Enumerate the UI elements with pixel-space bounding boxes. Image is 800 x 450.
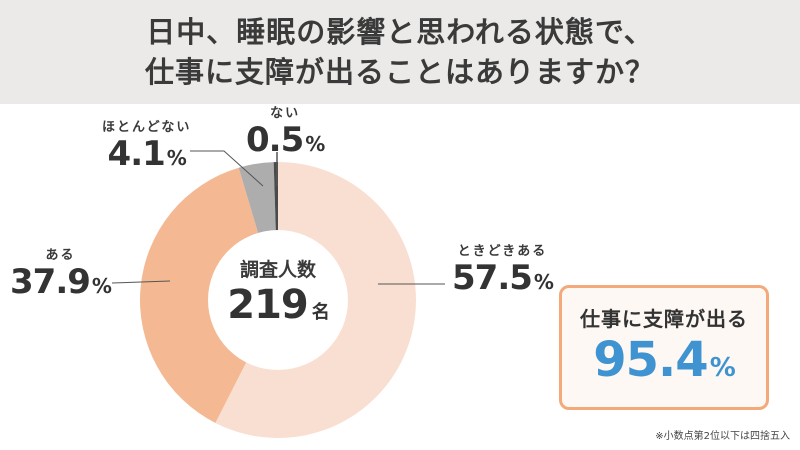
label-yes-name: ある <box>45 248 76 263</box>
label-sometimes-name: ときどきある <box>457 244 548 259</box>
label-sometimes-value: 57.5% <box>452 258 554 300</box>
center-count: 219 名 <box>208 282 348 336</box>
label-yes-value: 37.9% <box>10 262 112 304</box>
center-title: 調査人数 <box>239 259 316 281</box>
label-rarely: ほとんどない 4.1% <box>102 120 191 176</box>
donut-hole <box>208 230 348 370</box>
percent-sign: % <box>91 274 112 298</box>
label-rarely-value: 4.1% <box>102 136 191 176</box>
percent-sign: % <box>709 353 736 383</box>
highlight-value: 95.4% <box>562 332 766 396</box>
value-text: 57.5 <box>452 258 533 298</box>
highlight-label: 仕事に支障が出る <box>580 307 748 331</box>
percent-sign: % <box>166 146 187 170</box>
label-sometimes: ときどきある 57.5% <box>452 244 554 300</box>
leader-line-yes <box>111 280 171 284</box>
value-text: 37.9 <box>10 262 91 302</box>
title-line-2: 仕事に支障が出ることはありますか？ <box>144 55 655 89</box>
leader-line-rarely <box>190 150 264 187</box>
percent-sign: % <box>533 270 554 294</box>
sample-count: 219 <box>227 282 308 328</box>
value-text: 4.1 <box>107 134 166 174</box>
percent-sign: % <box>305 132 325 156</box>
label-no-name: ない <box>270 106 301 121</box>
footnote: ※小数点第2位以下は四捨五入 <box>655 431 790 442</box>
highlight-box: 仕事に支障が出る 95.4% <box>559 285 769 410</box>
label-no-value: 0.5% <box>246 120 325 162</box>
title-bar: 日中、睡眠の影響と思われる状態で、 仕事に支障が出ることはありますか？ <box>0 0 800 104</box>
sample-unit: 名 <box>311 302 330 323</box>
value-text: 0.5 <box>246 120 304 160</box>
center-label: 調査人数 219 名 <box>208 258 348 336</box>
highlight-number: 95.4 <box>593 332 708 388</box>
label-rarely-name: ほとんどない <box>102 120 192 135</box>
title-line-1: 日中、睡眠の影響と思われる状態で、 <box>146 15 654 49</box>
label-yes: ある 37.9% <box>10 248 112 304</box>
label-no: ない 0.5% <box>246 106 325 162</box>
